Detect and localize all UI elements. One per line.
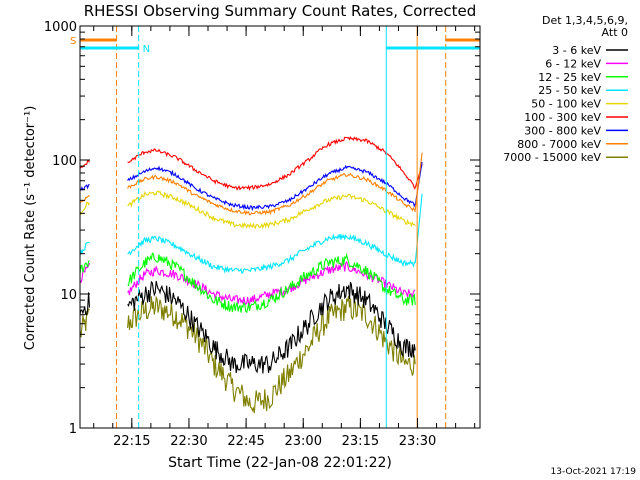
x-tick-label: 23:15 — [342, 434, 379, 449]
y-tick-label: 100 — [52, 154, 77, 169]
legend-label: 3 - 6 keV — [552, 44, 601, 57]
plot-area: S N 1 10 100 1000 22:15 22:30 22:45 23:00 23:15 23:… — [44, 20, 481, 449]
legend-label: 12 - 25 keV — [538, 71, 601, 84]
series-group — [80, 135, 423, 414]
legend-header: Att 0 — [602, 26, 628, 39]
x-tick-label: 23:30 — [399, 434, 436, 449]
series-line-6 — [80, 164, 416, 212]
x-tick-label: 23:00 — [285, 434, 322, 449]
legend-label: 100 - 300 keV — [524, 111, 601, 124]
x-tick-label: 22:15 — [113, 434, 150, 449]
legend-label: 7000 - 15000 keV — [503, 151, 601, 164]
series-line-4 — [80, 190, 416, 230]
legend-label: 50 - 100 keV — [531, 98, 601, 111]
y-tick-label: 10 — [60, 288, 77, 303]
y-axis-label: Corrected Count Rate (s⁻¹ detector⁻¹) — [23, 106, 38, 351]
legend-label: 6 - 12 keV — [545, 57, 601, 70]
footer-timestamp: 13-Oct-2021 17:19 — [551, 467, 637, 477]
series-line-0 — [80, 280, 416, 374]
plot-frame — [79, 25, 481, 429]
y-tick-label: 1000 — [44, 20, 77, 35]
legend-header: Det 1,3,4,5,6,9, — [542, 14, 628, 27]
flag-label-N: N — [143, 44, 150, 55]
series-line-7 — [80, 172, 416, 216]
series-line-5 — [80, 135, 416, 191]
x-tick-label: 22:45 — [227, 434, 264, 449]
series-rise-3 — [414, 193, 423, 264]
series-line-2 — [80, 252, 416, 314]
y-tick-label: 1 — [69, 422, 77, 437]
x-tick-label: 22:30 — [170, 434, 207, 449]
legend-label: 800 - 7000 keV — [517, 138, 601, 151]
x-axis-label: Start Time (22-Jan-08 22:01:22) — [168, 455, 392, 471]
series-line-8 — [80, 295, 416, 414]
series-line-3 — [80, 233, 416, 275]
legend-label: 25 - 50 keV — [538, 84, 601, 97]
series-rise-7 — [414, 152, 423, 211]
legend-label: 300 - 800 keV — [524, 124, 601, 137]
flag-label-S: S — [70, 36, 76, 47]
chart-title: RHESSI Observing Summary Count Rates, Co… — [84, 2, 477, 20]
